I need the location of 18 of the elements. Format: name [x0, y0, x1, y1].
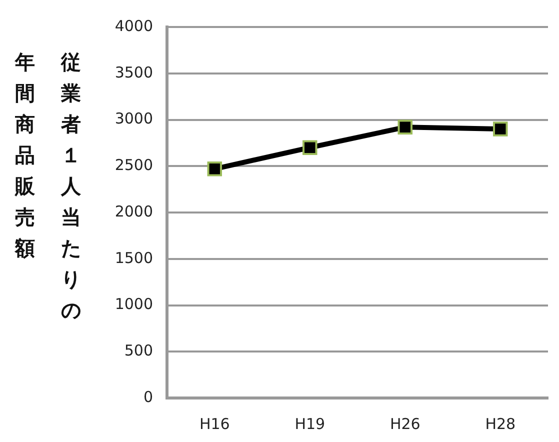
- y-tick-label: 3500: [114, 63, 153, 82]
- point: [493, 122, 508, 136]
- y-tick-label: 2000: [114, 202, 153, 220]
- y-tick-label: 1000: [114, 295, 153, 314]
- point: [398, 120, 412, 135]
- y-tick-label: 1500: [114, 248, 153, 267]
- text: 従業者１人当たりの年間商品販売額: [15, 50, 81, 322]
- y-tick-label: 0: [143, 388, 153, 406]
- y-tick-label: 500: [124, 342, 153, 360]
- x-tick-label: H19: [294, 414, 326, 433]
- x-tick-label: H26: [390, 414, 420, 433]
- x-tick-label: H16: [199, 414, 230, 433]
- y-tick-label: 4000: [114, 16, 153, 35]
- x-tick-label: H28: [485, 414, 516, 433]
- point: [207, 162, 222, 176]
- point: [302, 140, 318, 155]
- y-tick-label: 3000: [114, 110, 153, 128]
- y-tick-label: 2500: [114, 156, 153, 174]
